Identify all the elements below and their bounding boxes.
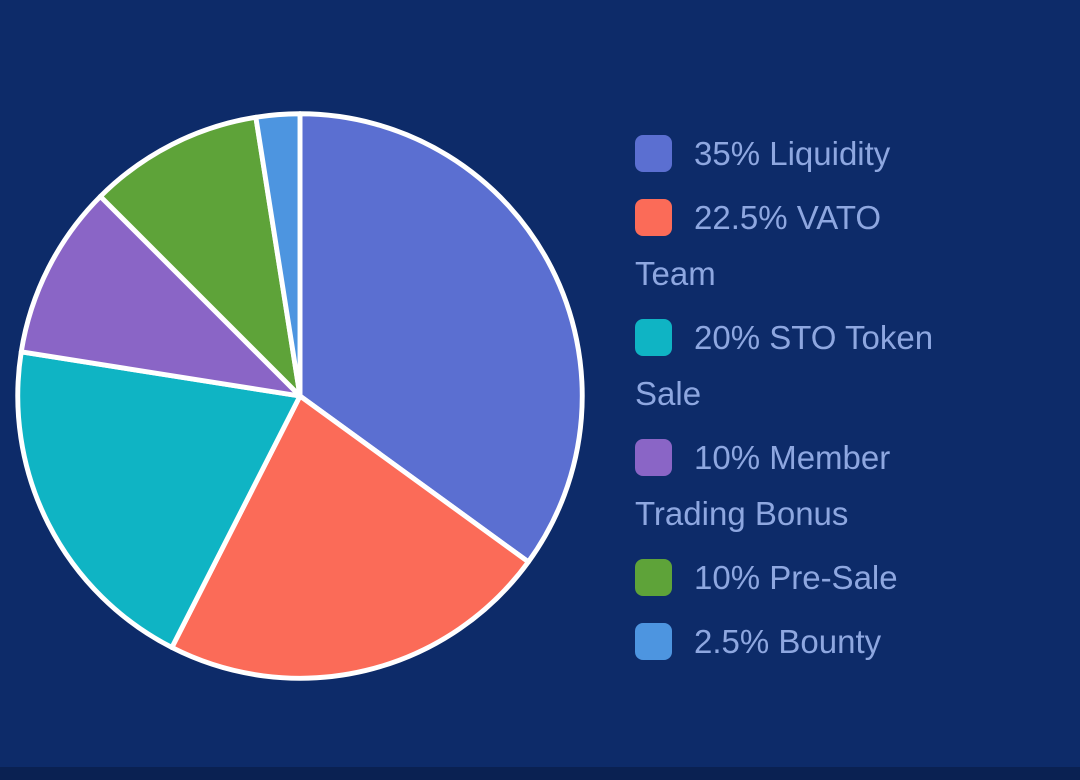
legend-swatch-member-trading-bonus — [635, 439, 672, 476]
legend-item-sto-token-sale: 20% STO Token Sale — [635, 310, 935, 422]
legend-item-liquidity: 35% Liquidity — [635, 126, 935, 182]
chart-legend: 35% Liquidity 22.5% VATO Team 20% STO To… — [635, 126, 935, 678]
legend-item-member-trading-bonus: 10% Member Trading Bonus — [635, 430, 935, 542]
legend-swatch-sto-token-sale — [635, 319, 672, 356]
legend-item-pre-sale: 10% Pre-Sale — [635, 550, 935, 606]
pie-chart — [15, 111, 585, 681]
pie-slice-sto-token-sale — [15, 349, 303, 650]
legend-item-vato-team: 22.5% VATO Team — [635, 190, 935, 302]
legend-label-liquidity: 35% Liquidity — [694, 135, 891, 172]
legend-label-bounty: 2.5% Bounty — [694, 623, 882, 660]
legend-swatch-vato-team — [635, 199, 672, 236]
pie-slice-vato-team — [169, 393, 531, 681]
pie-slice-member-trading-bonus — [18, 193, 303, 399]
pie-slice-pre-sale — [97, 114, 303, 399]
legend-swatch-pre-sale — [635, 559, 672, 596]
legend-swatch-bounty — [635, 623, 672, 660]
pie-chart-container — [6, 102, 594, 690]
legend-label-member-trading-bonus: 10% Member Trading Bonus — [635, 439, 891, 532]
pie-slice-liquidity — [297, 111, 585, 565]
legend-item-bounty: 2.5% Bounty — [635, 614, 935, 670]
legend-label-pre-sale: 10% Pre-Sale — [694, 559, 898, 596]
legend-swatch-liquidity — [635, 135, 672, 172]
legend-label-sto-token-sale: 20% STO Token Sale — [635, 319, 934, 412]
bottom-section-edge — [0, 767, 1080, 780]
pie-slice-bounty — [253, 111, 303, 399]
legend-label-vato-team: 22.5% VATO Team — [635, 199, 882, 292]
